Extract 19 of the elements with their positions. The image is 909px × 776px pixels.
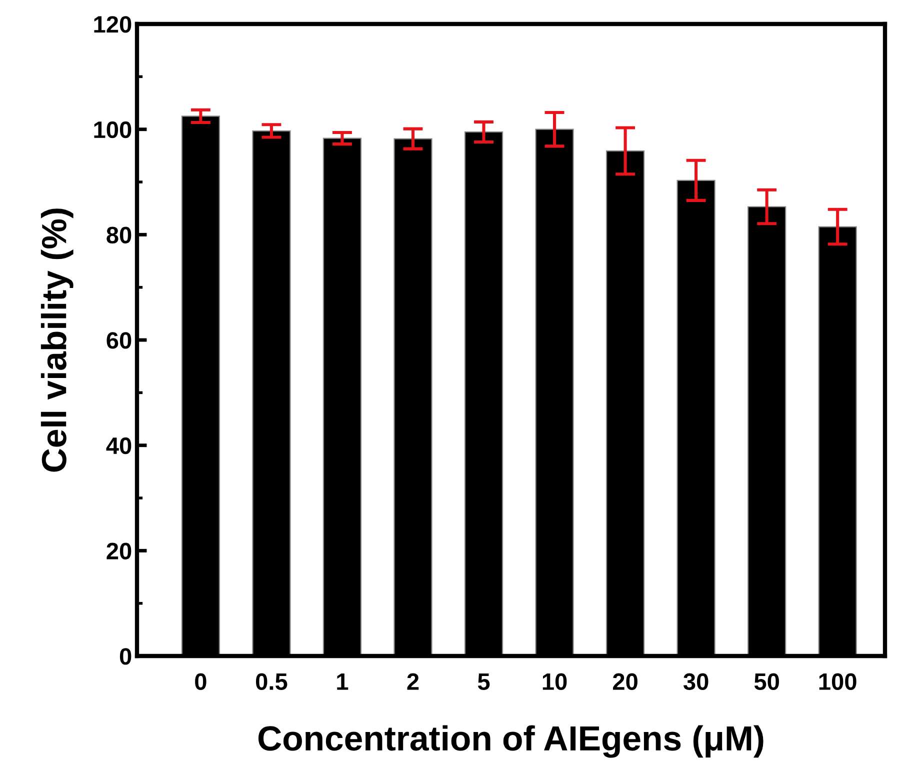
y-tick-label: 40 <box>106 437 132 454</box>
x-tick-label: 0 <box>195 673 206 690</box>
x-axis-title: Concentration of AIEgens (μM) <box>258 725 764 758</box>
x-tick-label: 20 <box>612 673 638 690</box>
y-tick-label: 80 <box>106 226 132 244</box>
y-tick-label: 100 <box>94 121 132 138</box>
x-tick-label: 30 <box>683 673 708 690</box>
x-tick-label: 50 <box>754 673 779 690</box>
x-tick-label: 2 <box>407 673 419 690</box>
x-tick-label: 5 <box>478 674 490 690</box>
y-axis-title: Cell viability (%) <box>40 208 74 472</box>
x-tick-label: 10 <box>542 673 567 690</box>
y-tick-label: 0 <box>120 648 132 665</box>
x-tick-label: 0.5 <box>256 673 288 690</box>
y-tick-label: 20 <box>106 542 132 560</box>
y-tick-label: 120 <box>94 16 132 33</box>
x-tick-label: 1 <box>337 674 348 690</box>
x-tick-label: 100 <box>819 673 856 690</box>
y-tick-label: 60 <box>106 332 132 349</box>
